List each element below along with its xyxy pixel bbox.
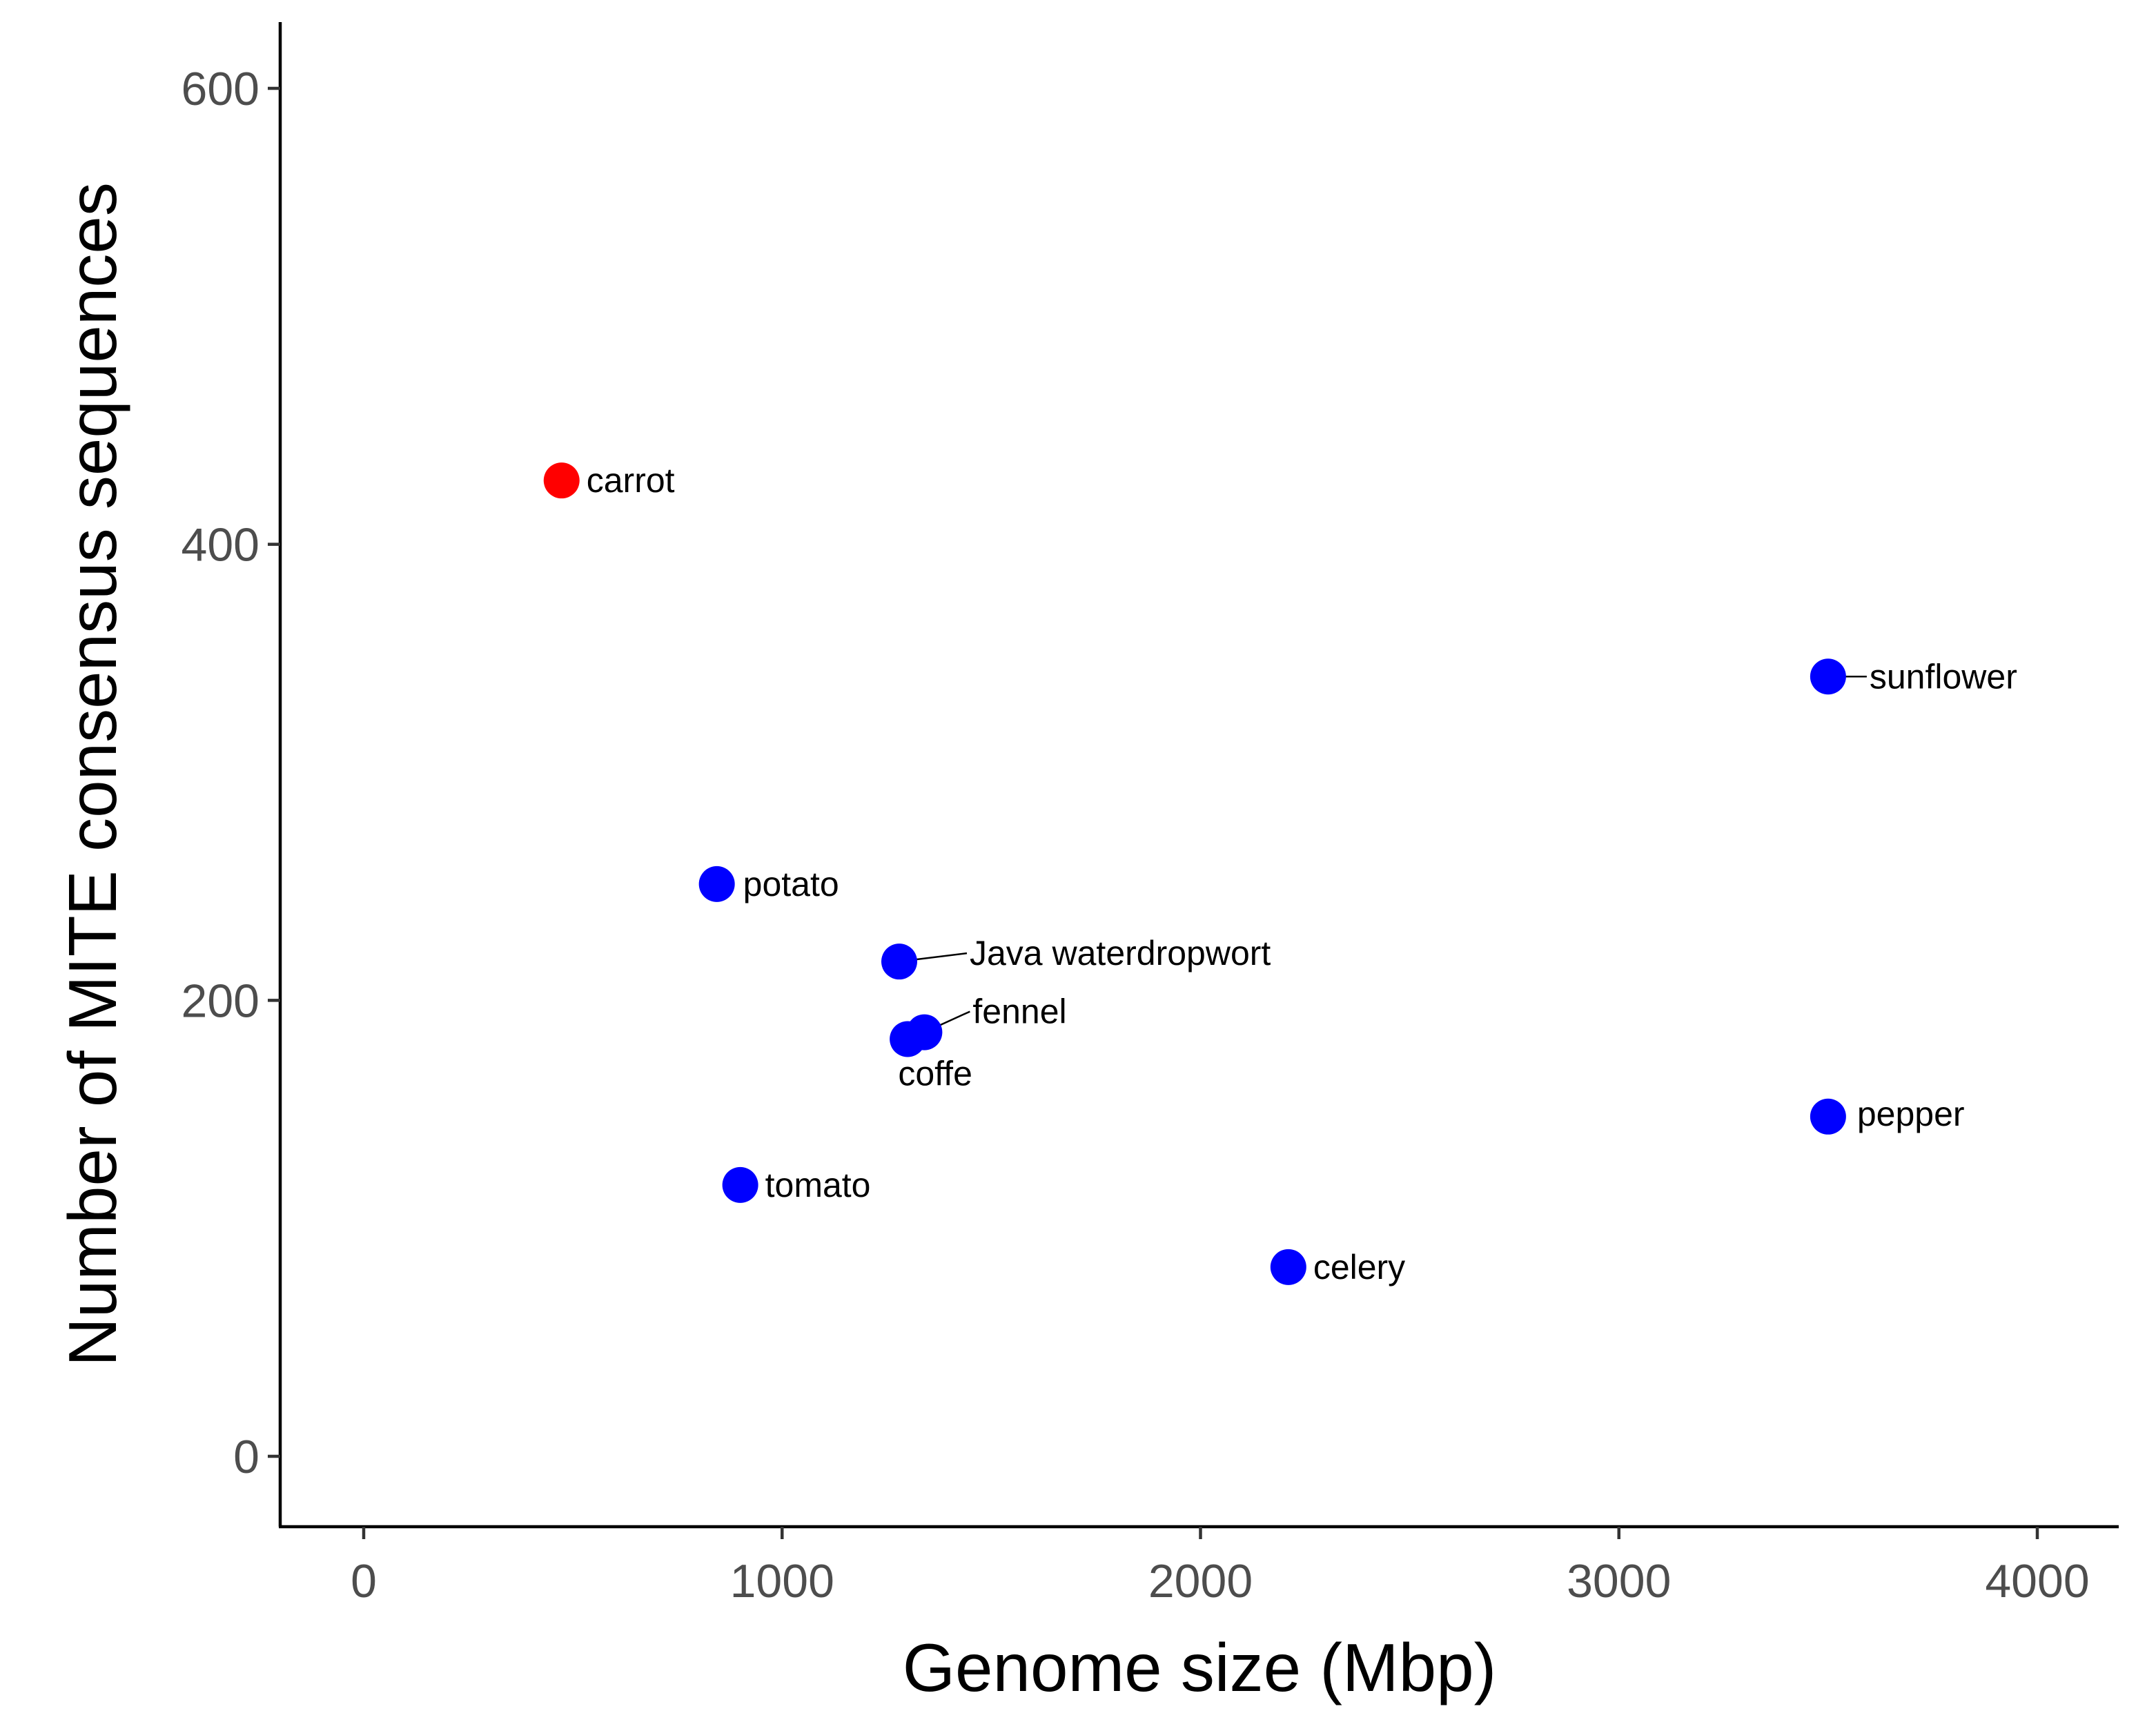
data-point [1270, 1249, 1306, 1285]
data-point [698, 866, 735, 902]
point-label: carrot [587, 461, 675, 500]
point-labels: carrot sunflower potato Java waterdropwort f… [587, 461, 2017, 1287]
point-label: Java waterdropwort [970, 934, 1271, 972]
x-tick-label: 3000 [1567, 1555, 1671, 1607]
x-ticks: 0 1000 2000 3000 4000 [351, 1527, 2090, 1607]
data-point [1810, 658, 1846, 695]
y-tick-label: 600 [182, 63, 259, 115]
label-leader-lines [899, 676, 1867, 1033]
point-label: pepper [1857, 1095, 1965, 1133]
point-label: fennel [972, 992, 1066, 1031]
x-axis-title: Genome size (Mbp) [903, 1630, 1497, 1705]
y-tick-label: 200 [182, 975, 259, 1027]
point-label: sunflower [1870, 657, 2017, 696]
x-tick-label: 4000 [1985, 1555, 2089, 1607]
y-tick-label: 400 [182, 519, 259, 571]
x-tick-label: 2000 [1148, 1555, 1253, 1607]
data-points [543, 462, 1846, 1285]
data-point [881, 943, 917, 980]
data-point [543, 462, 580, 499]
y-axis-title: Number of MITE consensus sequences [55, 182, 130, 1367]
point-label: celery [1313, 1248, 1405, 1287]
x-tick-label: 0 [351, 1555, 377, 1607]
point-label: tomato [765, 1166, 871, 1204]
x-tick-label: 1000 [730, 1555, 834, 1607]
y-ticks: 0 200 400 600 [182, 63, 280, 1483]
y-tick-label: 0 [233, 1431, 259, 1483]
data-point [1810, 1098, 1846, 1135]
point-label: potato [743, 865, 839, 903]
data-point [890, 1021, 926, 1057]
data-point [722, 1166, 758, 1203]
point-label: coffe [898, 1054, 972, 1093]
